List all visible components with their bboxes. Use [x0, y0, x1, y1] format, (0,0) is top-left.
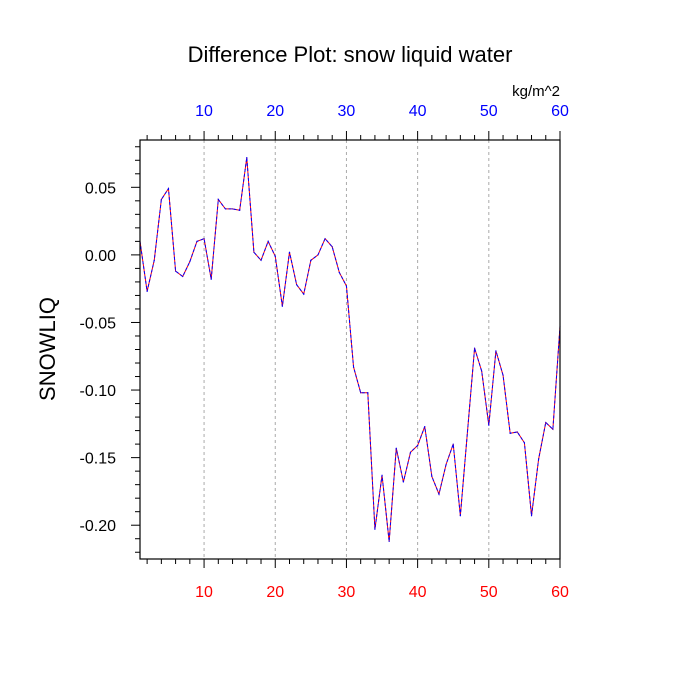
data-point	[210, 278, 212, 280]
data-point	[438, 493, 440, 495]
y-tick-label: -0.15	[80, 451, 117, 468]
data-point	[466, 431, 469, 433]
data-point	[267, 240, 269, 242]
data-point	[174, 270, 177, 272]
data-point	[409, 451, 412, 453]
data-point	[303, 293, 305, 295]
x-top-tick-label: 50	[480, 103, 498, 120]
y-tick-label: -0.05	[80, 315, 117, 332]
data-point	[231, 208, 234, 210]
axis-ticks	[131, 131, 561, 568]
data-point	[459, 515, 461, 517]
data-point	[338, 271, 340, 274]
data-point	[352, 366, 355, 368]
data-point	[445, 463, 447, 465]
data-point	[381, 474, 383, 476]
x-top-tick-label: 40	[409, 103, 427, 120]
data-point	[345, 285, 348, 287]
x-tick-label: 20	[266, 584, 284, 601]
data-point	[288, 251, 291, 253]
data-point	[260, 259, 262, 261]
chart-title: Difference Plot: snow liquid water	[188, 42, 513, 67]
data-point	[310, 259, 312, 261]
data-point	[274, 255, 276, 257]
grid-lines	[203, 140, 490, 559]
data-point	[388, 540, 390, 543]
data-point	[395, 447, 397, 449]
data-point	[374, 528, 376, 530]
data-point	[360, 392, 362, 394]
data-point	[224, 208, 227, 210]
series-line-secondary	[139, 157, 561, 542]
data-point	[217, 198, 219, 201]
data-point	[502, 374, 504, 376]
data-point	[452, 443, 454, 445]
y-tick-label: 0.05	[85, 180, 116, 197]
data-point	[167, 188, 170, 190]
data-point	[281, 305, 283, 307]
data-point	[317, 254, 319, 256]
x-top-tick-label: 30	[338, 103, 356, 120]
x-tick-label: 40	[409, 584, 427, 601]
x-top-tick-label: 20	[266, 103, 284, 120]
data-point	[331, 246, 333, 248]
data-point	[153, 259, 155, 261]
data-point	[552, 428, 554, 430]
data-point	[189, 261, 191, 263]
data-point	[324, 238, 326, 240]
plot-frame	[139, 139, 561, 560]
x-tick-label: 60	[551, 584, 569, 601]
data-point	[246, 156, 248, 159]
data-point	[481, 370, 483, 372]
units-label: kg/m^2	[512, 83, 560, 100]
x-top-tick-label: 60	[551, 103, 569, 120]
y-axis-label: SNOWLIQ	[35, 297, 60, 401]
data-point	[538, 458, 540, 460]
data-point	[424, 425, 426, 428]
x-tick-label: 30	[338, 584, 356, 601]
x-top-tick-label: 10	[195, 103, 213, 120]
data-point	[509, 432, 511, 434]
x-tick-label: 10	[195, 584, 213, 601]
data-point	[417, 444, 419, 447]
data-point	[196, 240, 198, 242]
tick-labels: 10 10 20 20 30 30 40 40 50 50 60 60 0.05 0.00 -0.05 -0.…	[80, 103, 569, 601]
series-line-primary	[139, 157, 561, 542]
y-tick-label: 0.00	[85, 248, 116, 265]
data-point	[367, 392, 369, 394]
data-point	[203, 238, 205, 240]
x-tick-label: 50	[480, 584, 498, 601]
data-point	[530, 515, 533, 517]
y-tick-label: -0.10	[80, 383, 117, 400]
data-point	[182, 275, 184, 278]
data-point	[253, 251, 255, 253]
data-point	[296, 284, 298, 286]
data-point	[431, 475, 433, 478]
data-point	[402, 481, 404, 483]
data-point	[516, 431, 518, 433]
data-point	[160, 198, 162, 201]
data-point	[473, 347, 476, 349]
data-point	[523, 442, 526, 444]
series-line	[139, 156, 561, 543]
data-point	[545, 421, 547, 424]
y-tick-label: -0.20	[80, 518, 117, 535]
data-point	[239, 209, 241, 211]
data-point	[488, 424, 490, 426]
data-point	[495, 350, 497, 352]
data-point	[146, 290, 148, 292]
